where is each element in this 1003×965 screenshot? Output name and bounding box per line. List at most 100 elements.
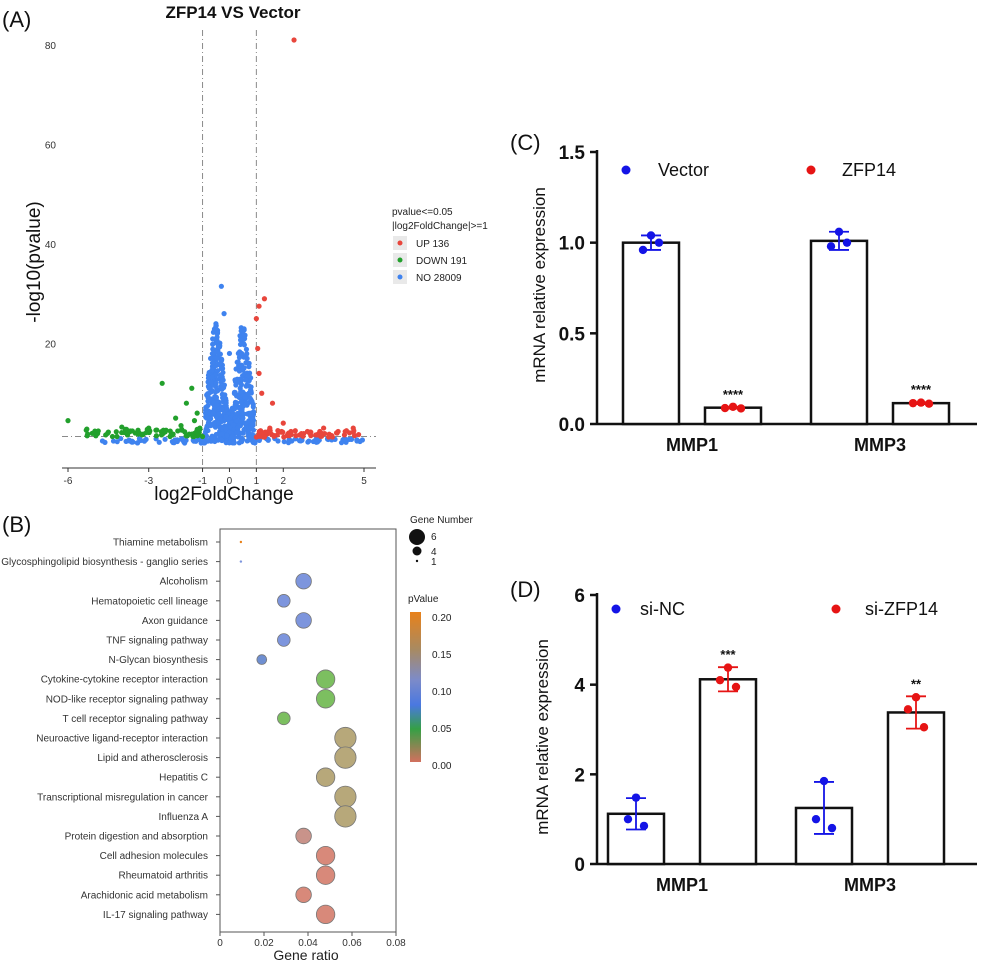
term-bubble [295, 827, 312, 845]
point-up [271, 433, 277, 439]
point-no-change [342, 436, 348, 443]
point-no-change [348, 436, 355, 442]
data-point [919, 723, 929, 732]
point-no-change [208, 396, 214, 402]
point-down [113, 429, 119, 435]
panel-a-legend-title-2: |log2FoldChange|>=1 [392, 221, 488, 232]
point-down [170, 431, 176, 437]
point-down [179, 426, 185, 432]
legend-sinc-label: si-NC [640, 599, 685, 619]
point-down [173, 415, 179, 421]
bar [809, 239, 869, 426]
point-up [321, 425, 327, 431]
color-legend-bar [410, 612, 421, 762]
point-no-change [250, 404, 256, 410]
point-up [261, 296, 268, 302]
point-no-change [232, 405, 238, 411]
point-no-change [191, 438, 197, 444]
bar [886, 711, 946, 866]
point-up [266, 428, 272, 434]
point-no-change [179, 436, 185, 442]
panel-b-x-axis-label: Gene ratio [273, 947, 339, 963]
x-tick-label: -1 [198, 476, 207, 487]
point-no-change [241, 411, 247, 417]
panel-b-color-legend: pValue 0.20 0.15 0.10 0.05 0.00 [408, 594, 452, 772]
point-no-change [225, 416, 232, 422]
term-bubble [277, 633, 291, 647]
category-label: MMP1 [666, 435, 718, 455]
legend-no-marker [397, 274, 403, 280]
legend-sizfp14-marker [831, 604, 841, 614]
y-tick-label: 0.0 [559, 415, 585, 436]
point-no-change [208, 422, 214, 429]
term-label: TNF signaling pathway [106, 636, 208, 647]
y-tick-label: 60 [45, 141, 57, 152]
legend-down-marker [397, 257, 403, 263]
point-no-change [208, 416, 214, 422]
point-up [286, 433, 292, 439]
point-no-change [110, 438, 117, 444]
point-no-change [206, 390, 212, 397]
point-no-change [296, 438, 303, 444]
point-no-change [219, 437, 225, 443]
data-point [819, 776, 829, 786]
point-up [258, 431, 265, 437]
point-down [65, 418, 71, 424]
legend-zfp14-marker [806, 165, 816, 175]
y-tick-label: 4 [574, 676, 585, 697]
term-label: Thiamine metabolism [113, 538, 208, 549]
color-legend-title: pValue [408, 594, 439, 605]
x-tick-label: 0.08 [386, 938, 406, 949]
point-no-change [214, 334, 220, 340]
category-label: MMP1 [656, 875, 708, 895]
point-up [269, 400, 276, 406]
y-tick-label: 20 [45, 340, 57, 351]
data-point [842, 238, 852, 247]
panel-a-x-axis-label: log2FoldChange [154, 484, 293, 505]
data-point [639, 821, 649, 831]
category-label: MMP3 [854, 435, 906, 455]
point-no-change [239, 350, 245, 357]
point-no-change [210, 329, 217, 335]
point-up [308, 429, 314, 435]
size-legend-circle [409, 529, 425, 545]
term-bubble [315, 845, 336, 866]
panel-b-x-ticks: 0 0.02 0.04 0.06 0.08 [217, 932, 406, 949]
point-no-change [214, 355, 220, 362]
term-bubble [334, 805, 357, 828]
point-no-change [208, 379, 214, 385]
point-no-change [223, 400, 229, 406]
color-legend-tick: 0.20 [432, 613, 452, 624]
color-legend-tick: 0.15 [432, 650, 452, 661]
point-no-change [238, 399, 244, 405]
point-no-change [245, 429, 251, 435]
point-no-change [236, 354, 243, 360]
term-label: Arachidonic acid metabolism [81, 890, 208, 901]
point-up [292, 428, 298, 434]
point-down [193, 429, 200, 435]
point-no-change [243, 420, 249, 426]
point-no-change [285, 440, 292, 446]
point-no-change [230, 422, 236, 428]
bar [698, 678, 758, 866]
point-up [259, 390, 265, 396]
point-down [191, 418, 198, 424]
point-no-change [246, 383, 252, 389]
point-no-change [243, 360, 249, 366]
point-no-change [226, 440, 232, 446]
term-label: Axon guidance [142, 616, 209, 627]
data-point [903, 705, 913, 714]
point-no-change [211, 406, 217, 412]
point-no-change [275, 438, 281, 444]
point-up [335, 428, 341, 435]
point-no-change [216, 361, 223, 367]
point-no-change [207, 355, 214, 362]
point-no-change [221, 395, 227, 401]
color-legend-tick: 0.05 [432, 724, 452, 735]
point-no-change [210, 435, 216, 441]
point-no-change [216, 420, 222, 426]
significance-label: **** [723, 387, 744, 402]
point-no-change [224, 405, 230, 412]
point-no-change [206, 385, 212, 391]
point-no-change [232, 377, 238, 383]
